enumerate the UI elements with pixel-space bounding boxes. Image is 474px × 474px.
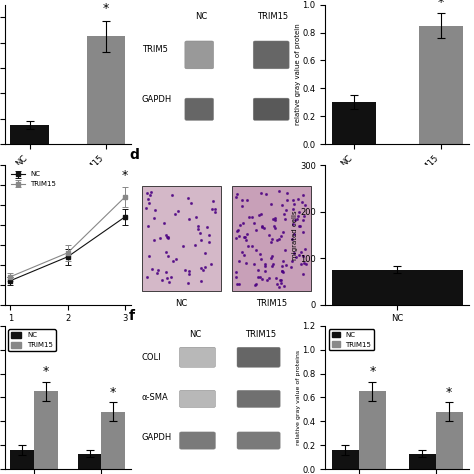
Bar [332,450,359,469]
Text: GAPDH: GAPDH [142,433,172,442]
Text: f: f [129,309,135,323]
Bar [419,26,463,144]
Text: *: * [369,365,375,378]
Text: COLI: COLI [142,353,161,362]
Text: *: * [122,169,128,182]
Bar [101,412,125,469]
FancyBboxPatch shape [180,347,215,367]
Bar [332,270,463,305]
Text: *: * [103,2,109,15]
Y-axis label: relative gray value of proteins: relative gray value of proteins [296,350,301,445]
FancyBboxPatch shape [237,347,280,367]
Legend: NC, TRIM15: NC, TRIM15 [8,169,59,190]
FancyBboxPatch shape [253,41,289,69]
Text: b: b [129,0,139,2]
Y-axis label: migrated cells: migrated cells [292,210,299,260]
Text: TRIM15: TRIM15 [255,299,287,308]
Bar [10,450,34,469]
Text: *: * [438,0,444,9]
FancyBboxPatch shape [185,98,214,120]
Bar [34,392,57,469]
Text: TRIM15: TRIM15 [257,12,289,21]
FancyBboxPatch shape [180,390,215,408]
Bar [436,412,463,469]
FancyBboxPatch shape [237,390,280,408]
Y-axis label: relative gray value of protein: relative gray value of protein [295,24,301,125]
Text: TRIM15: TRIM15 [245,330,276,339]
Text: NC: NC [195,12,207,21]
Bar [87,36,125,144]
Text: GAPDH: GAPDH [142,95,172,104]
Legend: NC, TRIM15: NC, TRIM15 [329,329,374,350]
FancyBboxPatch shape [180,432,215,449]
Text: d: d [129,148,139,163]
FancyBboxPatch shape [185,41,214,69]
Text: NC: NC [190,330,202,339]
Text: TRIM5: TRIM5 [142,45,168,54]
FancyBboxPatch shape [253,98,289,120]
Bar [359,392,386,469]
X-axis label: days: days [56,329,79,339]
Text: α-SMA: α-SMA [142,393,168,402]
Bar [332,102,375,144]
Bar [409,454,436,469]
Text: NC: NC [175,299,187,308]
Text: *: * [110,386,116,399]
Bar [10,125,49,144]
Text: *: * [446,386,452,399]
Bar [78,454,101,469]
Text: *: * [43,365,49,378]
Legend: NC, TRIM15: NC, TRIM15 [8,329,55,351]
FancyBboxPatch shape [237,432,280,449]
